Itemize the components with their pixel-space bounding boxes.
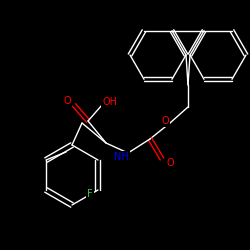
Text: O: O: [166, 158, 174, 168]
Text: F: F: [87, 189, 93, 199]
Text: O: O: [161, 116, 169, 126]
Text: O: O: [63, 96, 71, 106]
Text: OH: OH: [102, 97, 118, 107]
Text: NH: NH: [114, 152, 128, 162]
